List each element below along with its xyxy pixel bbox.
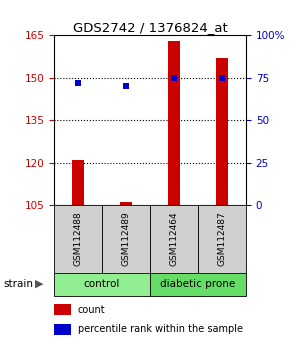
Text: count: count (78, 305, 106, 315)
Bar (102, 205, 150, 273)
Text: diabetic prone: diabetic prone (160, 279, 236, 289)
Bar (54, 205, 102, 273)
Text: control: control (84, 279, 120, 289)
Bar (72, 160, 84, 205)
Bar (168, 41, 180, 205)
Text: GSM112488: GSM112488 (74, 212, 82, 266)
Bar (54, 273, 150, 296)
Text: percentile rank within the sample: percentile rank within the sample (78, 324, 243, 334)
Bar (150, 205, 198, 273)
Bar (150, 273, 246, 296)
Text: GSM112487: GSM112487 (218, 212, 226, 266)
Text: ▶: ▶ (35, 279, 43, 289)
Title: GDS2742 / 1376824_at: GDS2742 / 1376824_at (73, 21, 227, 34)
Text: GSM112464: GSM112464 (169, 212, 178, 266)
Text: GSM112489: GSM112489 (122, 212, 130, 266)
Text: strain: strain (3, 279, 33, 289)
Bar (198, 205, 246, 273)
Bar (120, 202, 132, 205)
Bar (216, 58, 228, 205)
